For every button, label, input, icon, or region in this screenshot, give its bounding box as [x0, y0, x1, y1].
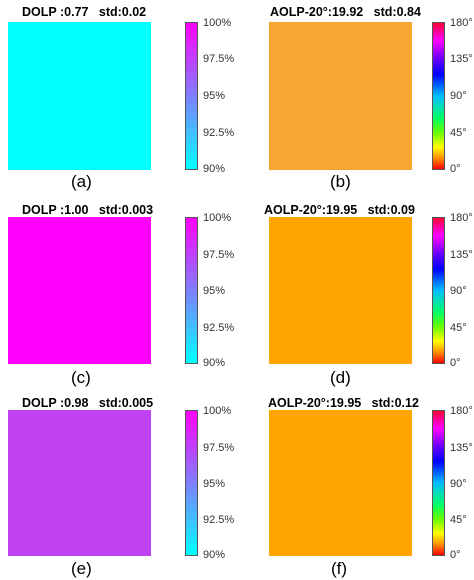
colorbar-tick: 92.5%	[203, 322, 235, 334]
colorbar-tick: 90%	[203, 357, 226, 369]
panel-caption: (d)	[330, 368, 351, 387]
colorbar-tick: 90°	[450, 90, 467, 102]
panel-caption: (a)	[71, 172, 92, 191]
colorbar-tick: 45°	[450, 514, 467, 526]
colorbar-tick: 45°	[450, 322, 467, 334]
colorbar-tick: 0°	[450, 163, 461, 175]
panel-title: DOLP :0.98 std:0.005	[22, 396, 154, 410]
colorbar-tick: 95%	[203, 285, 226, 297]
colorbar-tick: 135°	[450, 249, 473, 261]
panel-caption: (c)	[71, 368, 91, 387]
panel-title: AOLP-20°:19.95 std:0.12	[268, 396, 419, 410]
colorbar-tick: 95%	[203, 90, 226, 102]
colorbar-tick: 97.5%	[203, 249, 235, 261]
colorbar-tick: 92.5%	[203, 127, 235, 139]
dolp-colorbar	[185, 410, 198, 556]
colorbar-tick: 92.5%	[203, 514, 235, 526]
panel-caption: (f)	[331, 559, 348, 578]
aolp-colorbar	[432, 410, 445, 556]
colorbar-tick: 97.5%	[203, 442, 235, 454]
colorbar-tick: 100%	[203, 405, 232, 417]
colorbar-tick: 135°	[450, 442, 473, 454]
colorbar-tick: 180°	[450, 405, 473, 417]
colorbar-tick: 0°	[450, 549, 461, 561]
aolp-image	[269, 217, 412, 364]
colorbar-tick: 45°	[450, 127, 467, 139]
colorbar-tick: 100%	[203, 212, 232, 224]
panel-caption: (e)	[71, 559, 92, 578]
colorbar-tick: 180°	[450, 17, 473, 29]
panel-title: AOLP-20°:19.92 std:0.84	[270, 5, 421, 19]
colorbar-tick: 180°	[450, 212, 473, 224]
dolp-colorbar	[185, 22, 198, 170]
panel-title: DOLP :0.77 std:0.02	[22, 5, 147, 19]
colorbar-tick: 90°	[450, 478, 467, 490]
dolp-colorbar	[185, 217, 198, 364]
colorbar-tick: 135°	[450, 53, 473, 65]
panel-caption: (b)	[330, 172, 351, 191]
aolp-colorbar	[432, 22, 445, 170]
dolp-image	[8, 410, 151, 556]
panel-title: DOLP :1.00 std:0.003	[22, 203, 154, 217]
colorbar-tick: 95%	[203, 478, 226, 490]
colorbar-tick: 90%	[203, 549, 226, 561]
colorbar-tick: 90°	[450, 285, 467, 297]
colorbar-tick: 0°	[450, 357, 461, 369]
colorbar-tick: 97.5%	[203, 53, 235, 65]
dolp-image	[8, 217, 151, 364]
colorbar-tick: 100%	[203, 17, 232, 29]
dolp-image	[8, 22, 151, 170]
aolp-image	[269, 410, 412, 556]
panel-title: AOLP-20°:19.95 std:0.09	[264, 203, 415, 217]
aolp-image	[269, 22, 412, 170]
aolp-colorbar	[432, 217, 445, 364]
colorbar-tick: 90%	[203, 163, 226, 175]
